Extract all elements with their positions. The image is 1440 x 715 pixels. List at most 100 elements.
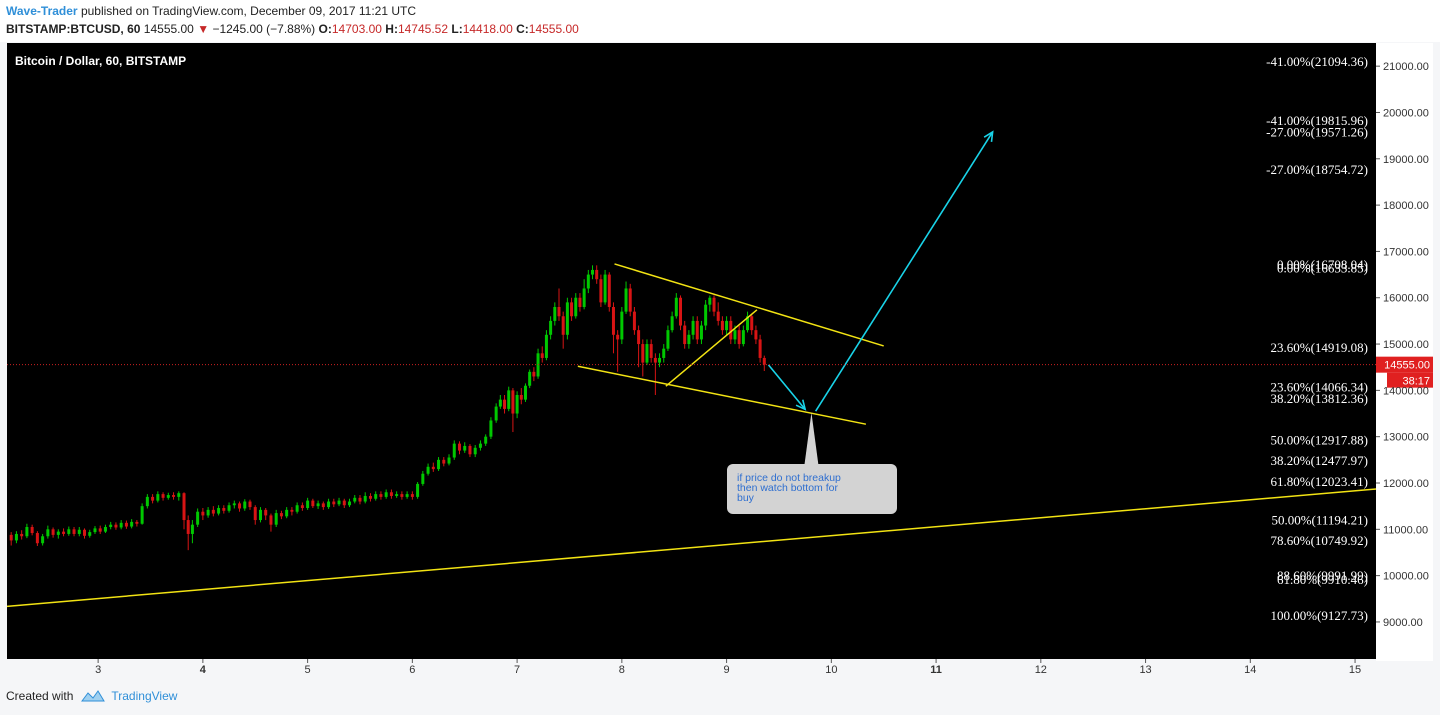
y-tick-label: 9000.00 [1383,617,1423,629]
candle-body [603,274,607,303]
candle-body [67,529,71,534]
candle-body [358,497,362,502]
candle-body [253,507,257,521]
callout-text: if price do not breakup [737,472,841,484]
x-tick-label: 5 [305,664,311,676]
candle-body [557,307,561,317]
candle-body [151,496,155,501]
y-tick-label: 21000.00 [1383,61,1429,73]
time-axis[interactable]: 3 4 5 6 7 8 9 10 11 12 13 14 15 [7,659,1376,681]
candle-body [653,357,657,363]
candle-body [716,311,720,321]
chart-area[interactable]: -41.00%(21094.36) -41.00%(19815.96) -27.00… [7,43,1433,681]
x-tick-label: 9 [724,664,730,676]
candle-body [725,320,729,331]
publish-line: Wave-Trader published on TradingView.com… [6,4,416,18]
open-label: O: [318,22,332,36]
candle-body [103,527,107,532]
candle-body [321,503,325,508]
arrow-line [767,364,806,410]
low-value: 14418.00 [462,22,513,36]
candle-body [51,529,55,535]
candle-body [519,395,523,400]
candle-body [227,505,231,511]
trend-line [7,488,1377,608]
footer: Created with TradingView [6,689,177,703]
candle-body [683,325,687,345]
x-tick-label: 11 [930,664,942,676]
candle-body [641,344,645,363]
high-value: 14745.52 [397,22,449,36]
candle-body [83,529,87,536]
candle-body [473,447,477,455]
candle-body [704,304,708,326]
candle-body [332,501,336,505]
candle-body [708,297,712,305]
y-tick-label: 14000.00 [1383,385,1429,397]
candle-body [695,320,699,340]
candle-body [616,334,620,340]
candle-body [238,503,242,509]
trend-line [665,309,758,387]
candle-body [166,495,170,498]
candle-body [658,357,662,363]
candle-body [442,459,446,464]
candle-body [750,316,754,331]
candle-body [503,399,507,409]
candle-body [156,494,160,501]
candle-body [130,521,134,527]
price-axis[interactable] [1376,43,1433,661]
tradingview-link[interactable]: TradingView [111,689,178,703]
candle-body [691,320,695,335]
candle-body [447,457,451,464]
candle-body [348,501,352,506]
fib-level-label: -27.00%(18754.72) [1266,162,1368,177]
candle-body [570,302,574,317]
candle-body [119,522,123,528]
candle-body [674,297,678,317]
candle-body [489,420,493,437]
candle-body [549,320,553,335]
fib-level-label: 61.80%(12023.41) [1271,474,1369,489]
candle-body [140,506,144,524]
fib-level-label: 78.60%(10749.92) [1271,533,1369,548]
y-tick-label: 12000.00 [1383,478,1429,490]
fib-level-label: 61.80%(9910.46) [1277,572,1368,587]
candle-body [511,390,515,414]
candle-body [523,385,527,400]
author-link[interactable]: Wave-Trader [6,4,78,18]
x-tick-label: 12 [1035,664,1047,676]
x-tick-label: 7 [514,664,520,676]
y-tick-label: 20000.00 [1383,107,1429,119]
candle-body [201,511,205,516]
candle-body [114,524,118,528]
high-label: H: [385,22,398,36]
created-with-text: Created with [6,689,74,703]
candle-body [77,529,81,534]
countdown-tag [1387,372,1433,388]
candle-body [72,529,76,534]
callout-text: then watch bottom for [737,482,838,494]
open-value: 14703.00 [331,22,382,36]
candle-body [729,320,733,340]
countdown-text: 38:17 [1402,376,1430,388]
candle-body [733,330,737,340]
candle-body [211,509,215,514]
fib-level-label: 23.60%(14919.08) [1271,340,1369,355]
candle-body [595,269,599,280]
price-chart[interactable]: -41.00%(21094.36)-41.00%(19815.96)-27.00… [7,43,1433,661]
candle-body [457,443,461,451]
candle-body [712,297,716,312]
y-tick-label: 17000.00 [1383,246,1429,258]
candle-body [384,492,388,497]
x-tick-label: 13 [1139,664,1151,676]
candle-body [553,307,557,321]
candle-body [190,524,194,534]
candle-body [544,334,548,358]
candle-body [484,436,488,444]
publish-text: published on TradingView.com, December 0… [80,4,417,18]
y-tick-label: 11000.00 [1383,524,1428,536]
last-price: 14555.00 [143,22,194,36]
candle-body [620,311,624,340]
candle-body [300,505,304,509]
